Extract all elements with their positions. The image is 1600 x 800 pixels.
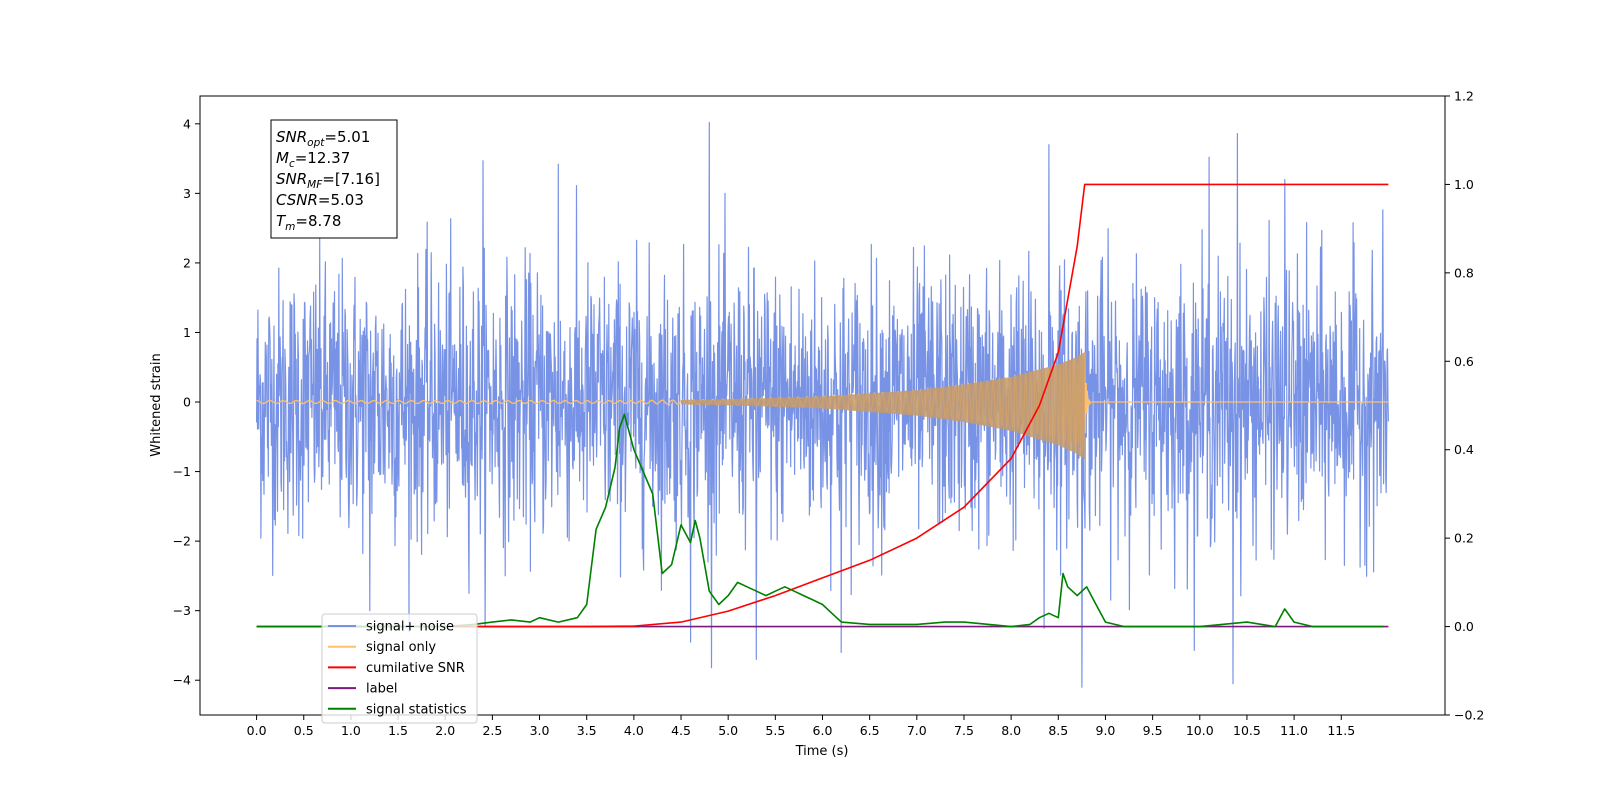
annotation-frame [270,119,398,239]
legend-entry-label: signal statistics [366,702,467,717]
x-tick-label: 10.5 [1233,723,1261,738]
x-tick-label: 1.0 [341,723,361,738]
x-tick-label: 0.5 [294,723,314,738]
y-left-tick-label: −1 [173,464,191,479]
x-tick-label: 5.5 [765,723,785,738]
y-axis-label-left: Whitened strain [149,353,164,456]
x-tick-label: 3.5 [577,723,597,738]
x-tick-label: 8.0 [1001,723,1021,738]
x-tick-label: 9.5 [1143,723,1163,738]
x-tick-label: 3.0 [530,723,550,738]
series-area-signal-only [681,351,1085,460]
y-right-tick-label: 1.0 [1454,177,1474,192]
y-right-tick-label: 1.2 [1454,89,1474,104]
x-tick-label: 7.0 [907,723,927,738]
x-tick-label: 7.5 [954,723,974,738]
legend-entry-label: signal only [366,640,436,655]
x-tick-label: 2.5 [482,723,502,738]
series-line-cumilative-snr [256,183,1389,628]
annotation-line: SNRMF=[7.16] [276,170,380,191]
x-axis-label: Time (s) [795,744,849,759]
y-right-tick-label: 0.2 [1454,531,1474,546]
x-tick-label: 8.5 [1048,723,1068,738]
y-left-tick-label: 0 [183,395,191,410]
x-tick-label: 4.0 [624,723,644,738]
y-left-tick-label: 1 [183,325,191,340]
y-right-tick-label: 0.0 [1454,619,1474,634]
annotation-box: SNRopt=5.01Mc=12.37SNRMF=[7.16]CSNR=5.03… [270,119,398,239]
x-tick-label: 6.5 [860,723,880,738]
legend-entry-label: label [366,682,397,697]
y-right-tick-label: 0.4 [1454,442,1474,457]
annotation-line: Tm=8.78 [276,212,341,233]
x-tick-label: 11.5 [1327,723,1355,738]
x-tick-label: 5.0 [718,723,738,738]
legend-frame [321,613,478,724]
y-left-tick-label: −3 [173,603,191,618]
series-line-signal-plus-noise [256,121,1389,688]
y-right-tick-label: 0.8 [1454,265,1474,280]
y-left-tick-label: 3 [183,186,191,201]
x-tick-label: 1.5 [388,723,408,738]
x-tick-label: 9.0 [1096,723,1116,738]
y-left-tick-label: 2 [183,255,191,270]
y-right-tick-label: −0.2 [1454,708,1484,723]
x-tick-label: 0.0 [247,723,267,738]
legend-entry-label: cumilative SNR [366,661,465,676]
x-tick-label: 2.0 [435,723,455,738]
x-tick-label: 6.0 [813,723,833,738]
x-tick-label: 4.5 [671,723,691,738]
x-tick-label: 11.0 [1280,723,1308,738]
y-left-tick-label: −2 [173,534,191,549]
y-right-tick-label: 0.6 [1454,354,1474,369]
annotation-line: CSNR=5.03 [276,191,364,209]
series-line-signal-statistics [256,413,1384,628]
annotation-line: Mc=12.37 [276,149,350,170]
x-tick-label: 10.0 [1186,723,1214,738]
legend: signal+ noise signal only cumilative SNR la… [321,613,478,724]
y-left-tick-label: −4 [173,673,191,688]
annotation-line: SNRopt=5.01 [276,128,370,149]
legend-entry-label: signal+ noise [366,620,454,635]
y-left-tick-label: 4 [183,116,191,131]
